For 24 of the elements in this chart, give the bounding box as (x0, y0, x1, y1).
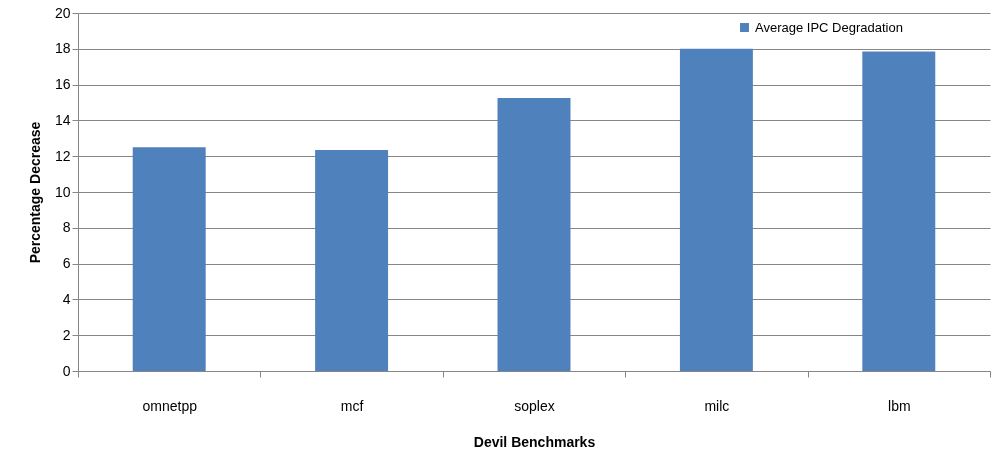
y-tick-label: 20 (54, 4, 71, 21)
x-axis-title: Devil Benchmarks (473, 433, 596, 450)
x-tick-label: soplex (514, 397, 555, 414)
legend-label: Average IPC Degradation (755, 19, 903, 35)
y-tick-label: 16 (54, 76, 71, 93)
x-tick-label: lbm (888, 397, 911, 414)
y-tick-label: 12 (54, 147, 71, 164)
x-tick-label: milc (704, 397, 730, 414)
bar (315, 149, 389, 371)
y-tick-label: 14 (54, 111, 71, 128)
bar (497, 98, 571, 371)
y-tick-label: 18 (54, 40, 71, 57)
y-axis-title: Percentage Decrease (26, 121, 43, 264)
y-tick-label: 8 (62, 219, 71, 236)
bar (679, 48, 753, 371)
bar (132, 147, 206, 371)
bar (862, 51, 936, 371)
y-tick-label: 6 (62, 255, 71, 272)
y-tick-label: 2 (62, 326, 71, 343)
x-tick-label: omnetpp (142, 397, 198, 414)
y-tick-label: 0 (62, 362, 71, 379)
y-tick-label: 10 (54, 183, 71, 200)
x-tick-label: mcf (340, 397, 364, 414)
y-tick-label: 4 (62, 290, 71, 307)
